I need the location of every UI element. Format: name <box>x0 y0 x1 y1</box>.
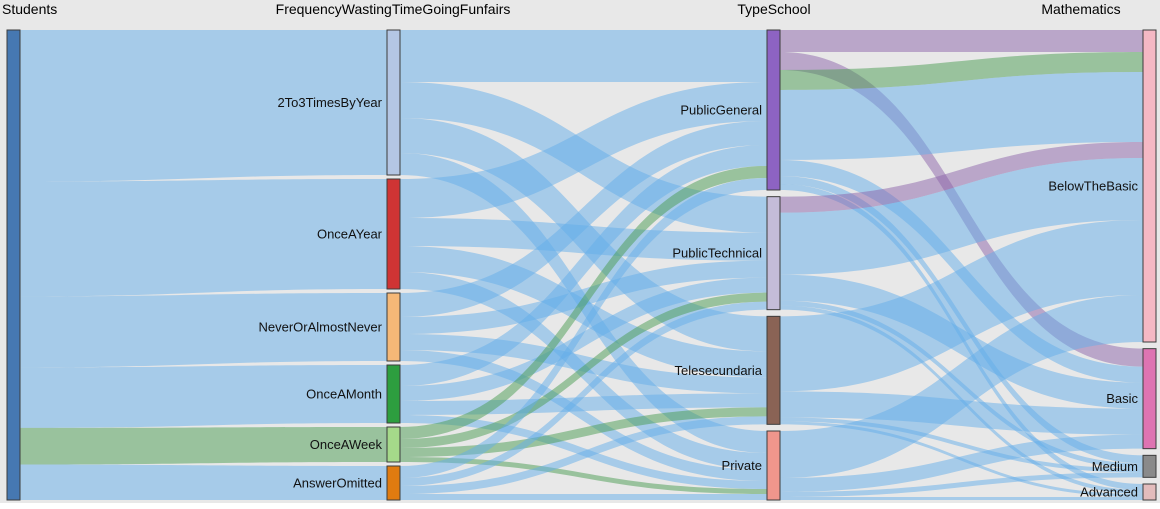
column-header-3: Mathematics <box>1041 1 1120 17</box>
sankey-link-Students-OnceAYear[interactable] <box>20 179 387 297</box>
sankey-link-Private-BelowTheBasic[interactable] <box>780 295 1143 478</box>
sankey-link-Private-Basic[interactable] <box>780 434 1143 492</box>
node-label-2To3TimesByYear: 2To3TimesByYear <box>277 95 382 110</box>
sankey-node-OnceAMonth[interactable] <box>386 364 401 424</box>
sankey-link-Students-OnceAMonth[interactable] <box>20 365 387 428</box>
sankey-link-Telesecundaria-BelowTheBasic[interactable] <box>780 220 1143 392</box>
sankey-link-2To3TimesByYear-PublicGeneral[interactable] <box>400 30 767 82</box>
sankey-link-Private-Medium[interactable] <box>780 472 1143 497</box>
sankey-link-OnceAWeek-Private[interactable] <box>400 457 767 494</box>
sankey-link-Telesecundaria-Basic[interactable] <box>780 391 1143 435</box>
sankey-node-Students[interactable] <box>6 29 21 501</box>
sankey-node-PublicTechnical[interactable] <box>766 196 781 311</box>
node-label-Private: Private <box>722 458 762 473</box>
node-label-Medium: Medium <box>1092 459 1138 474</box>
sankey-node-NeverOrAlmostNever[interactable] <box>386 292 401 362</box>
sankey-link-NeverOrAlmostNever-PublicGeneral[interactable] <box>400 121 767 317</box>
sankey-link-OnceAYear-PublicTechnical[interactable] <box>400 218 767 261</box>
sankey-link-NeverOrAlmostNever-Private[interactable] <box>400 350 767 481</box>
sankey-link-PublicGeneral-BelowTheBasic[interactable] <box>780 72 1143 160</box>
sankey-node-AnswerOmitted[interactable] <box>386 465 401 501</box>
sankey-node-Basic[interactable] <box>1142 348 1157 450</box>
sankey-link-OnceAWeek-PublicGeneral[interactable] <box>400 166 767 439</box>
node-label-NeverOrAlmostNever: NeverOrAlmostNever <box>258 320 382 335</box>
node-label-BelowTheBasic: BelowTheBasic <box>1048 179 1138 194</box>
sankey-link-OnceAMonth-PublicTechnical[interactable] <box>400 277 767 401</box>
sankey-link-PublicGeneral-BelowTheBasic[interactable] <box>780 52 1143 90</box>
node-label-Basic: Basic <box>1106 391 1138 406</box>
sankey-node-Private[interactable] <box>766 430 781 501</box>
node-label-OnceAYear: OnceAYear <box>317 227 383 242</box>
sankey-link-PublicTechnical-BelowTheBasic[interactable] <box>780 142 1143 213</box>
column-header-1: FrequencyWastingTimeGoingFunfairs <box>276 1 511 17</box>
sankey-link-AnswerOmitted-PublicTechnical[interactable] <box>400 301 767 486</box>
column-header-0: Students <box>2 1 57 17</box>
sankey-node-BelowTheBasic[interactable] <box>1142 29 1157 343</box>
sankey-link-Students-OnceAWeek[interactable] <box>20 427 387 465</box>
sankey-link-AnswerOmitted-Telesecundaria[interactable] <box>400 416 767 494</box>
node-label-AnswerOmitted: AnswerOmitted <box>293 476 382 491</box>
node-label-Advanced: Advanced <box>1080 485 1138 500</box>
sankey-node-Advanced[interactable] <box>1142 483 1157 501</box>
sankey-node-2To3TimesByYear[interactable] <box>386 29 401 176</box>
node-label-OnceAMonth: OnceAMonth <box>306 387 382 402</box>
sankey-node-PublicGeneral[interactable] <box>766 29 781 191</box>
sankey-link-AnswerOmitted-Private[interactable] <box>400 494 767 500</box>
sankey-link-Telesecundaria-Medium[interactable] <box>780 417 1143 473</box>
sankey-node-OnceAWeek[interactable] <box>386 426 401 463</box>
sankey-link-Students-NeverOrAlmostNever[interactable] <box>20 293 387 368</box>
node-label-PublicTechnical: PublicTechnical <box>672 246 762 261</box>
sankey-link-PublicTechnical-BelowTheBasic[interactable] <box>780 158 1143 275</box>
sankey-node-Medium[interactable] <box>1142 454 1157 478</box>
sankey-node-Telesecundaria[interactable] <box>766 315 781 425</box>
sankey-link-Students-AnswerOmitted[interactable] <box>20 464 387 500</box>
node-label-OnceAWeek: OnceAWeek <box>310 437 383 452</box>
node-label-Telesecundaria: Telesecundaria <box>675 363 763 378</box>
sankey-link-OnceAMonth-PublicGeneral[interactable] <box>400 145 767 386</box>
sankey-link-Students-2To3TimesByYear[interactable] <box>20 30 387 182</box>
sankey-link-Private-Advanced[interactable] <box>780 497 1143 500</box>
sankey-link-OnceAWeek-PublicTechnical[interactable] <box>400 292 767 448</box>
sankey-node-OnceAYear[interactable] <box>386 178 401 290</box>
node-label-PublicGeneral: PublicGeneral <box>680 103 762 118</box>
sankey-link-AnswerOmitted-PublicGeneral[interactable] <box>400 178 767 478</box>
sankey-link-OnceAYear-PublicGeneral[interactable] <box>400 82 767 218</box>
column-header-2: TypeSchool <box>737 1 810 17</box>
sankey-link-PublicGeneral-BelowTheBasic[interactable] <box>780 30 1143 52</box>
